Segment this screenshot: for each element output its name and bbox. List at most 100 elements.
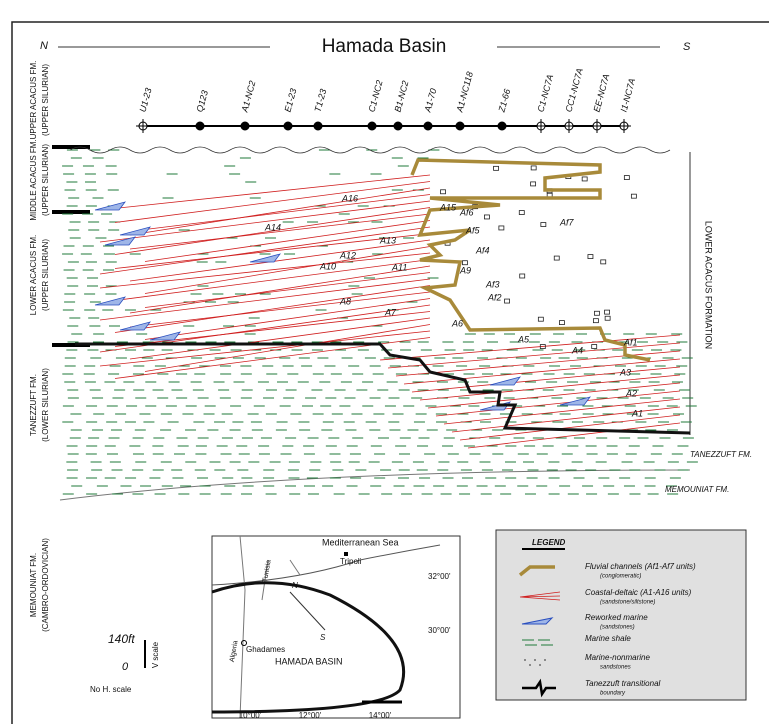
deltaic-line (115, 182, 430, 223)
deltaic-line (100, 175, 430, 210)
city-dot (344, 552, 348, 556)
marine-lens (560, 397, 590, 405)
boulder (538, 317, 543, 321)
boulder (519, 211, 524, 215)
deltaic-line (100, 227, 430, 274)
legend-title: LEGEND (532, 538, 566, 547)
boulder (505, 299, 510, 303)
map-coord: 10°00' (239, 711, 262, 720)
legend-label: Marine shale (585, 634, 631, 643)
well-label: U1-23 (138, 87, 154, 113)
formation-right: LOWER ACACUS FORMATION (704, 221, 714, 349)
deltaic-line (130, 240, 430, 281)
boulder (462, 261, 467, 265)
map-coord: 30°00' (428, 626, 451, 635)
unit-label: A13 (379, 235, 396, 245)
unit-label: A15 (439, 202, 457, 212)
formation-name: LOWER ACACUS FM. (29, 235, 38, 315)
legend-label: Tanezzuft transitional (585, 679, 661, 688)
well (284, 122, 292, 130)
well-label: I1-NC7A (619, 77, 638, 113)
legend-sub: (sandstones) (600, 625, 635, 631)
scale-value: 140ft (108, 632, 135, 646)
scale-vertical: V scale (151, 641, 160, 668)
legend-label: Fluvial channels (Af1-Af7 units) (585, 562, 696, 571)
boulder (441, 190, 446, 194)
well-label: Q123 (195, 89, 210, 113)
unit-label: Af1 (623, 337, 638, 347)
boulder (582, 177, 587, 181)
formation-name: TANEZZUFT FM. (29, 374, 38, 436)
marine-lens (120, 227, 150, 235)
marine-lens (120, 322, 150, 330)
boulder (624, 176, 629, 180)
well-label: E1-23 (283, 87, 299, 113)
deltaic-line (145, 325, 430, 372)
boulder (520, 274, 525, 278)
legend-label: Coastal-deltaic (A1-A16 units) (585, 588, 692, 597)
legend-sub: sandstones (600, 665, 631, 671)
legend-label: Marine-nonmarine (585, 653, 650, 662)
legend-sub: (sandstone/siltstone) (600, 600, 655, 606)
well (498, 122, 506, 130)
marine-lens (490, 377, 520, 385)
boulder (588, 255, 593, 259)
boulder (559, 321, 564, 325)
legend-sub: (conglomeratic) (600, 574, 641, 580)
boulder (531, 182, 536, 186)
unit-label: Af5 (465, 225, 481, 235)
formation-age: (LOWER SILURIAN) (41, 368, 50, 442)
boulder (601, 260, 606, 264)
unit-label: A2 (625, 388, 637, 398)
base-label: MEMOUNIAT FM. (665, 485, 729, 494)
map-coord: 14°00' (369, 711, 392, 720)
well (456, 122, 464, 130)
unit-label: Af7 (559, 217, 575, 227)
unit-label: A4 (571, 345, 583, 355)
map-label: Mediterranean Sea (322, 537, 399, 547)
well-label: C1-NC2 (367, 79, 385, 113)
boulder (605, 310, 610, 314)
unit-label: A1 (631, 408, 643, 418)
well (368, 122, 376, 130)
well-label: C1-NC7A (536, 73, 556, 113)
boulder (594, 311, 599, 315)
well-label: B1-NC2 (393, 80, 411, 114)
unit-label: Af2 (487, 292, 502, 302)
boulder (554, 256, 559, 260)
well (314, 122, 322, 130)
boulder (592, 345, 597, 349)
formation-name: MEMOUNIAT FM. (29, 553, 38, 617)
south-label: S (683, 41, 691, 53)
deltaic-line (115, 286, 430, 333)
map-label: S (320, 633, 326, 642)
unconformity (70, 147, 670, 153)
marine-lens (95, 297, 125, 305)
unit-label: Af3 (485, 279, 500, 289)
map-box (212, 536, 460, 718)
boulder (605, 316, 610, 320)
boulder (593, 319, 598, 323)
deltaic-line (130, 266, 430, 313)
map-label: Tripoli (340, 557, 362, 566)
formation-age: (UPPER SILURIAN) (41, 239, 50, 311)
map-label: HAMADA BASIN (275, 656, 343, 666)
boulder (541, 223, 546, 227)
map-coord: 32°00' (428, 572, 451, 581)
formation-age: (UPPER SILURIAN) (41, 64, 50, 136)
map-coord: 12°00' (299, 711, 322, 720)
well (241, 122, 249, 130)
map-label: Ghadames (246, 645, 285, 654)
well-cross (534, 119, 548, 133)
formation-age: (UPPER SILURIAN) (41, 144, 50, 216)
well-label: A1-70 (422, 87, 438, 114)
unit-label: A14 (264, 222, 281, 232)
tanezzuft-boundary (75, 344, 690, 433)
legend-label: Reworked marine (585, 613, 648, 622)
diagram: NHamada BasinSU1-23Q123A1-NC2E1-23T1-23C… (0, 0, 769, 724)
boulder (494, 166, 499, 170)
deltaic-line (145, 299, 430, 340)
unit-label: Af6 (459, 207, 474, 217)
scale-horizontal: No H. scale (90, 685, 132, 694)
well-label: Z1-66 (496, 88, 512, 114)
